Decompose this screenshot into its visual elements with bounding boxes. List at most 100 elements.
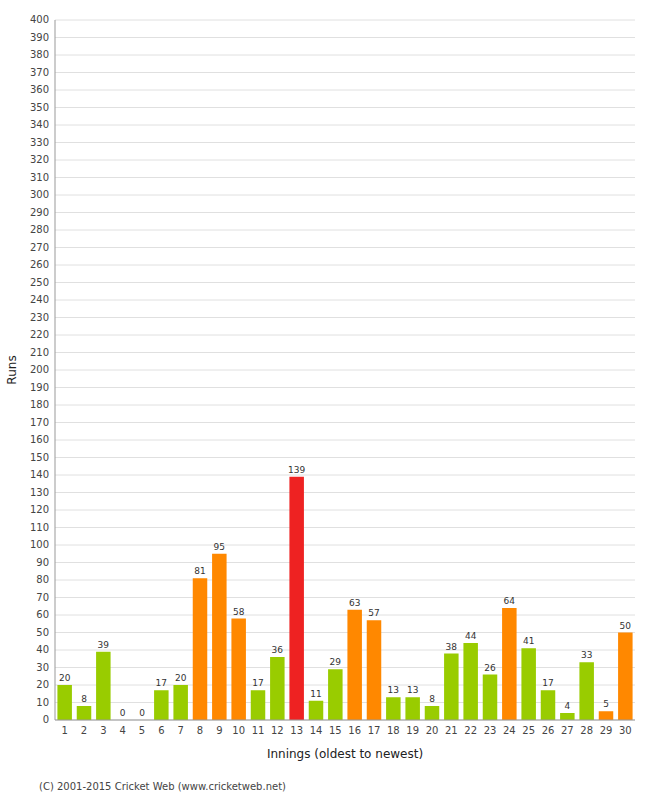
grid-line: [55, 440, 635, 441]
y-tick-label: 180: [30, 399, 49, 410]
data-label: 8: [81, 694, 87, 704]
y-tick-label: 160: [30, 434, 49, 445]
y-tick-label: 270: [30, 242, 49, 253]
x-tick-label: 3: [100, 725, 106, 736]
y-tick-label: 120: [30, 504, 49, 515]
grid-line: [55, 475, 635, 476]
grid-line: [55, 562, 635, 563]
grid-line: [55, 20, 635, 21]
y-tick-labels: 0102030405060708090100110120130140150160…: [30, 14, 49, 725]
grid-line: [55, 387, 635, 388]
data-label: 33: [581, 650, 592, 660]
x-tick-label: 24: [503, 725, 516, 736]
grid-line: [55, 300, 635, 301]
y-tick-label: 210: [30, 347, 49, 358]
bar: [173, 685, 188, 720]
y-tick-label: 200: [30, 364, 49, 375]
x-tick-label: 29: [600, 725, 613, 736]
y-tick-label: 60: [36, 609, 49, 620]
x-tick-label: 11: [252, 725, 265, 736]
x-tick-label: 2: [81, 725, 87, 736]
data-label: 20: [59, 673, 71, 683]
bar: [270, 657, 285, 720]
bar: [483, 675, 498, 721]
grid-line: [55, 335, 635, 336]
grid-line: [55, 195, 635, 196]
bar: [405, 697, 420, 720]
grid-line: [55, 177, 635, 178]
data-label: 81: [194, 566, 205, 576]
grid-line: [55, 37, 635, 38]
bar: [347, 610, 362, 720]
x-tick-labels: 1234567891011121314151617181920212223242…: [61, 725, 631, 736]
x-tick-label: 18: [387, 725, 400, 736]
grid-line: [55, 142, 635, 143]
y-tick-label: 130: [30, 487, 49, 498]
data-label: 17: [542, 678, 553, 688]
y-tick-label: 370: [30, 67, 49, 78]
grid-line: [55, 282, 635, 283]
grid-line: [55, 265, 635, 266]
data-label: 17: [156, 678, 167, 688]
bar: [463, 643, 478, 720]
grid-line: [55, 597, 635, 598]
bar: [77, 706, 92, 720]
x-tick-label: 27: [561, 725, 574, 736]
grid-line: [55, 107, 635, 108]
bar: [212, 554, 227, 720]
y-tick-label: 50: [36, 627, 49, 638]
data-label: 4: [564, 701, 570, 711]
x-tick-label: 19: [406, 725, 419, 736]
bar: [57, 685, 72, 720]
x-tick-label: 10: [232, 725, 245, 736]
bar: [541, 690, 556, 720]
grid-line: [55, 160, 635, 161]
grid-line: [55, 72, 635, 73]
x-tick-label: 12: [271, 725, 284, 736]
grid-line: [55, 527, 635, 528]
y-tick-label: 280: [30, 224, 49, 235]
bars: [57, 477, 632, 720]
x-tick-label: 8: [197, 725, 203, 736]
data-label: 29: [330, 657, 342, 667]
y-tick-label: 350: [30, 102, 49, 113]
y-tick-label: 400: [30, 14, 49, 25]
data-label: 63: [349, 598, 360, 608]
x-tick-label: 13: [290, 725, 303, 736]
data-label: 39: [98, 640, 110, 650]
x-tick-label: 28: [580, 725, 593, 736]
y-tick-label: 190: [30, 382, 49, 393]
x-tick-label: 1: [61, 725, 67, 736]
grid: [55, 20, 635, 720]
y-tick-label: 360: [30, 84, 49, 95]
data-label: 44: [465, 631, 477, 641]
data-labels: 2083900172081955817361391129635713138384…: [59, 465, 631, 718]
y-tick-label: 0: [43, 714, 49, 725]
x-tick-label: 23: [484, 725, 497, 736]
data-label: 58: [233, 607, 245, 617]
x-tick-label: 14: [310, 725, 323, 736]
data-label: 17: [252, 678, 263, 688]
grid-line: [55, 650, 635, 651]
bar: [502, 608, 517, 720]
grid-line: [55, 352, 635, 353]
y-tick-label: 300: [30, 189, 49, 200]
y-tick-label: 310: [30, 172, 49, 183]
grid-line: [55, 405, 635, 406]
bar: [193, 578, 208, 720]
grid-line: [55, 632, 635, 633]
data-label: 26: [484, 663, 496, 673]
y-tick-label: 340: [30, 119, 49, 130]
data-label: 20: [175, 673, 187, 683]
y-tick-label: 290: [30, 207, 49, 218]
y-tick-label: 380: [30, 49, 49, 60]
y-tick-label: 320: [30, 154, 49, 165]
data-label: 36: [272, 645, 284, 655]
y-tick-label: 70: [36, 592, 49, 603]
x-tick-label: 20: [426, 725, 439, 736]
x-tick-label: 25: [522, 725, 535, 736]
y-axis-line: [55, 20, 56, 720]
bar: [386, 697, 401, 720]
grid-line: [55, 580, 635, 581]
y-axis-label: Runs: [5, 355, 19, 384]
